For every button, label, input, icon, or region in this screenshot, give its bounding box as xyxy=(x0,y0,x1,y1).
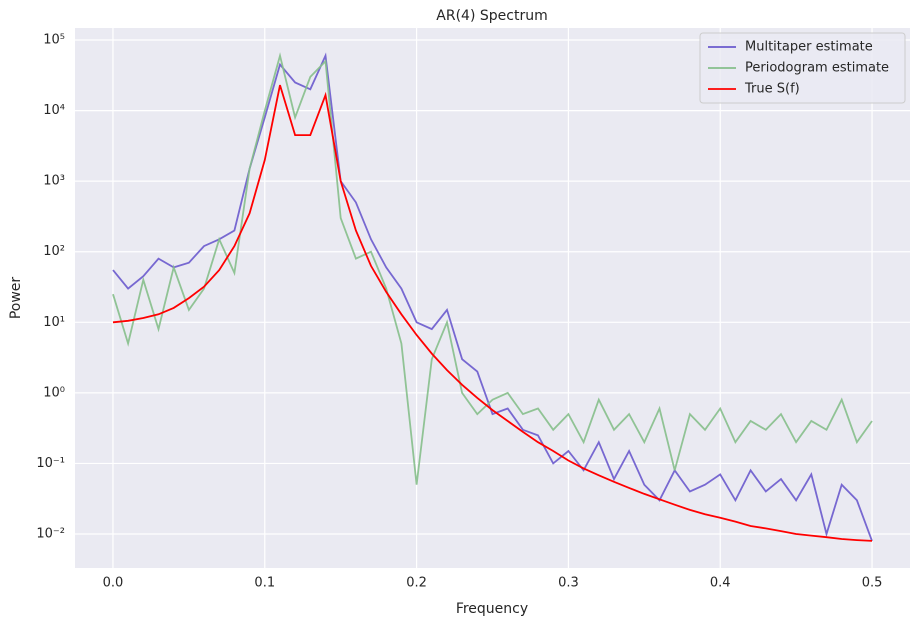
y-tick-label: 10⁻² xyxy=(36,527,65,542)
y-tick-label: 10¹ xyxy=(43,315,65,330)
chart-title: AR(4) Spectrum xyxy=(436,8,547,24)
legend-label: Periodogram estimate xyxy=(745,61,889,76)
x-tick-label: 0.2 xyxy=(406,576,427,591)
x-axis-label: Frequency xyxy=(456,601,528,617)
y-tick-label: 10³ xyxy=(43,174,65,189)
x-tick-label: 0.3 xyxy=(558,576,579,591)
x-tick-label: 0.5 xyxy=(862,576,883,591)
series-line xyxy=(112,52,873,542)
series-line xyxy=(112,84,873,542)
y-axis-label: Power xyxy=(8,277,24,320)
y-tick-label: 10⁵ xyxy=(43,33,65,48)
legend-box xyxy=(699,32,906,104)
y-tick-label: 10⁰ xyxy=(43,385,65,400)
legend-label: Multitaper estimate xyxy=(745,40,873,55)
y-tick-label: 10⁻¹ xyxy=(36,456,65,471)
y-tick-label: 10² xyxy=(43,244,65,259)
y-tick-label: 10⁴ xyxy=(43,103,65,118)
x-tick-label: 0.1 xyxy=(254,576,275,591)
x-tick-label: 0.0 xyxy=(103,576,124,591)
plot-area xyxy=(75,28,910,568)
series-line xyxy=(112,52,873,485)
legend-label: True S(f) xyxy=(744,82,800,97)
x-tick-label: 0.4 xyxy=(710,576,731,591)
